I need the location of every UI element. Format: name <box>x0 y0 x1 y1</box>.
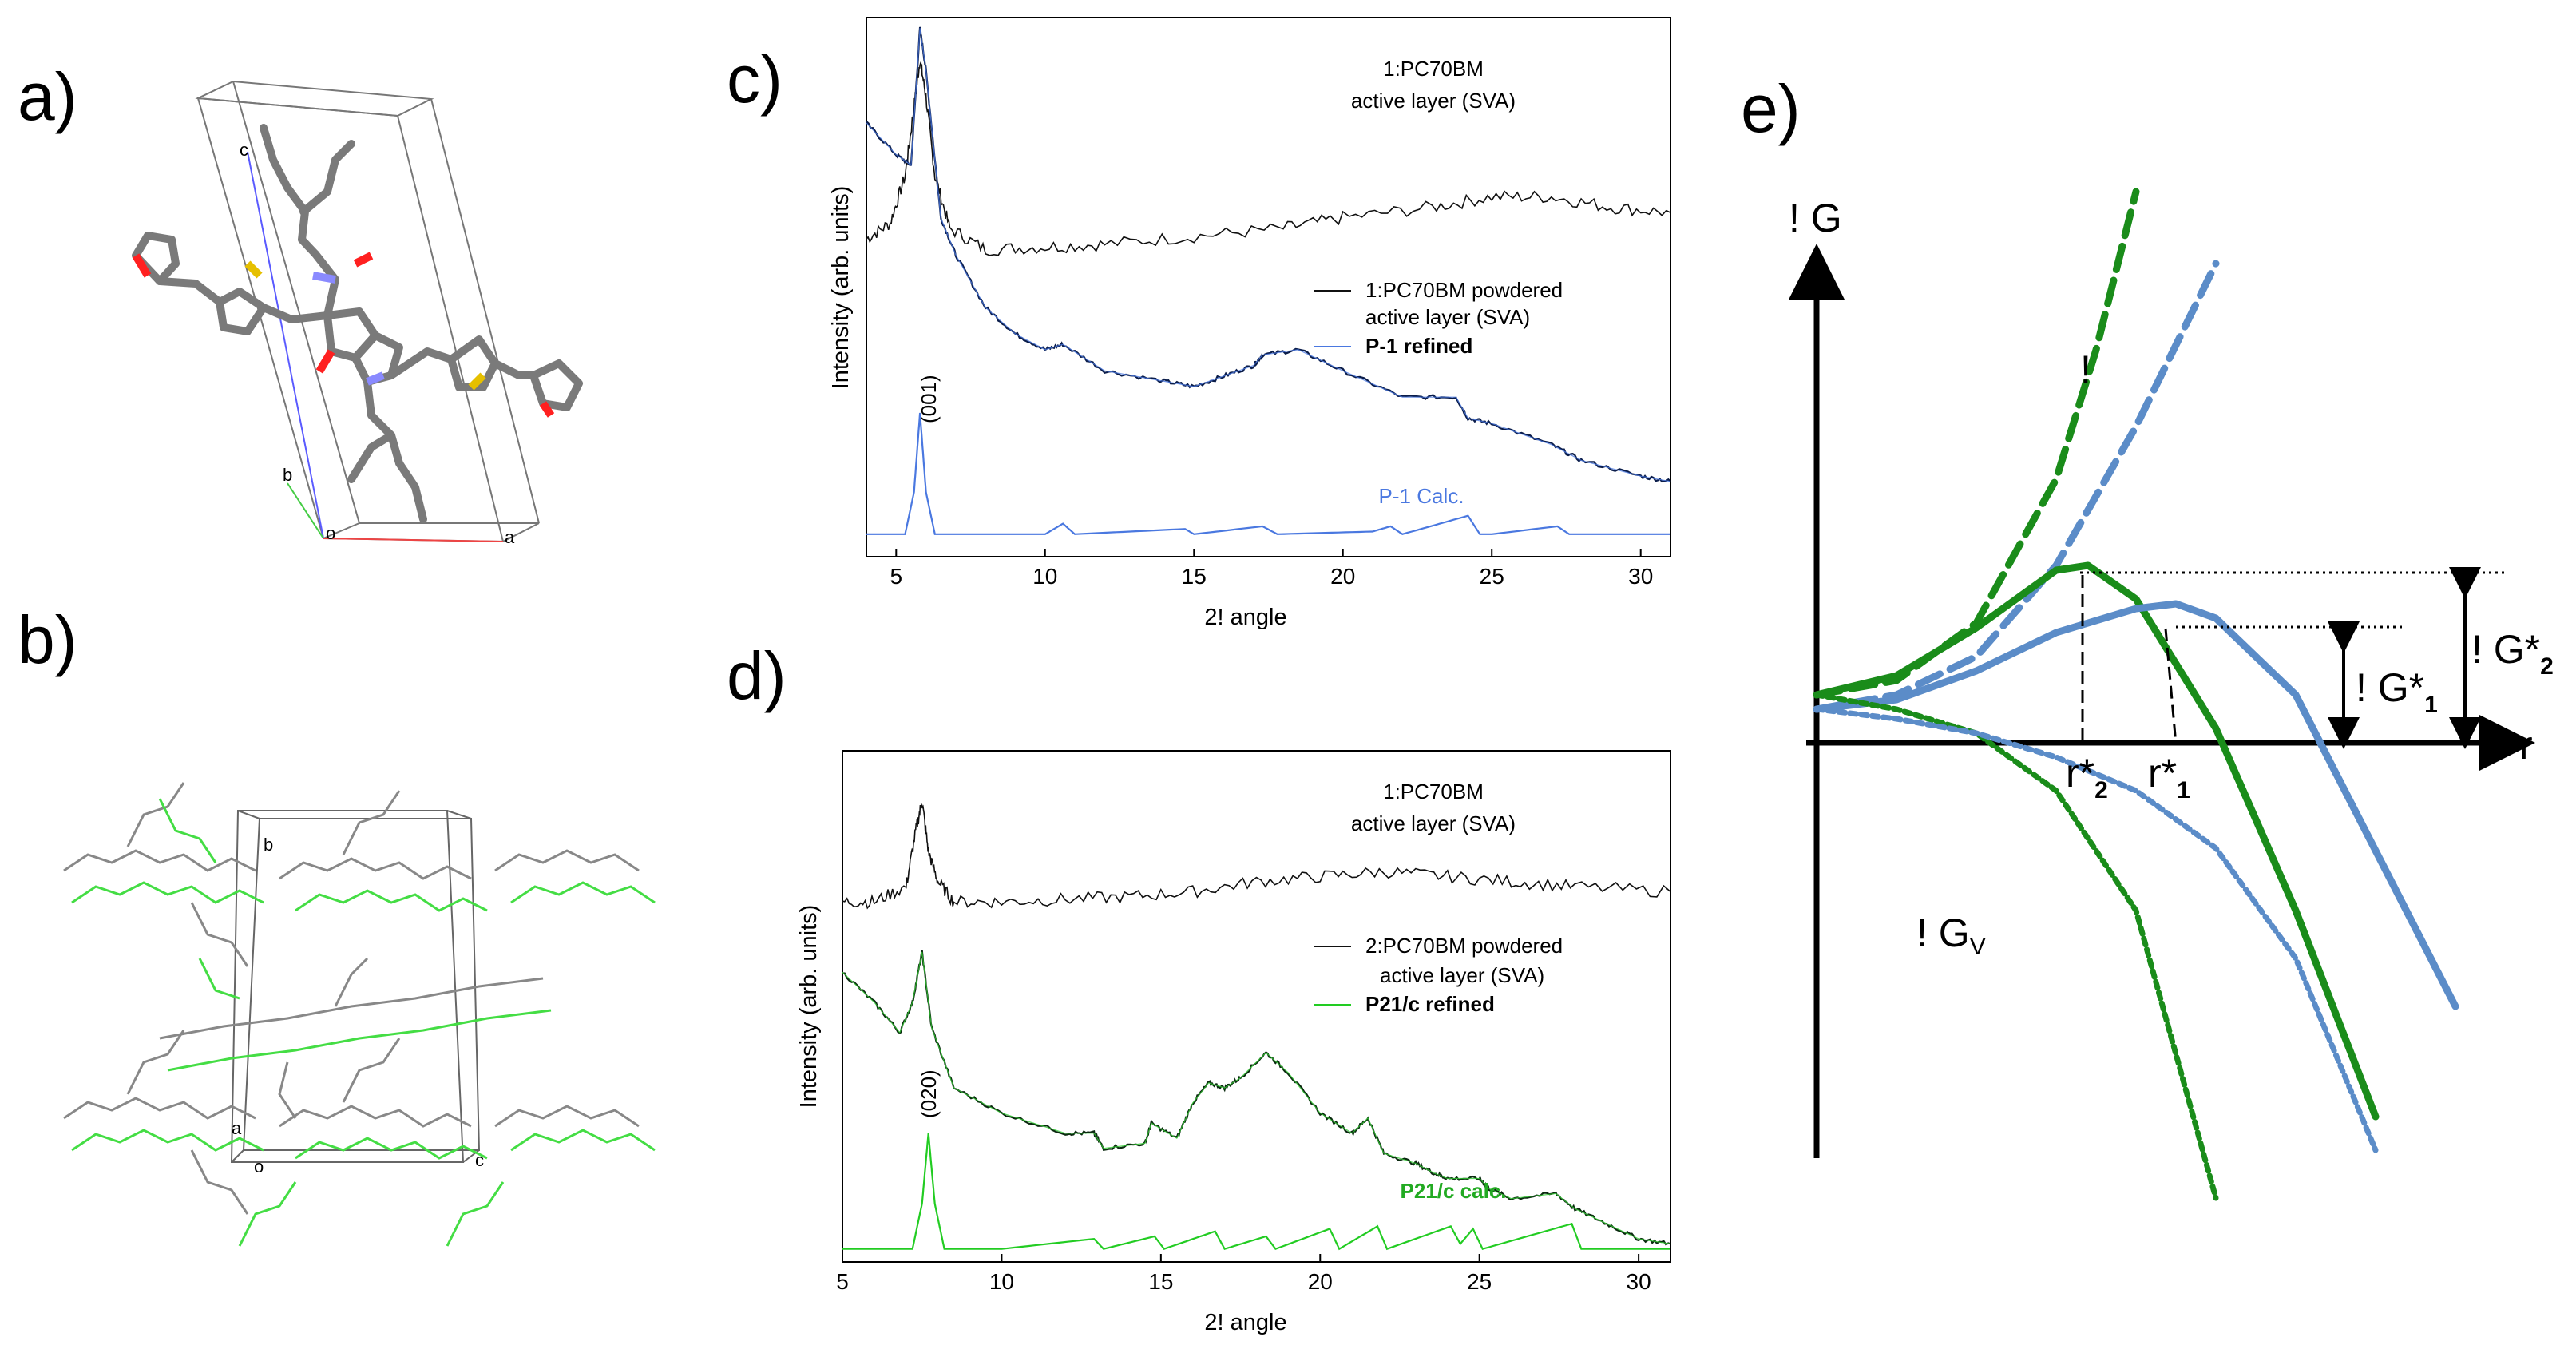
c-peak-label: (001) <box>917 375 941 423</box>
e-rstar-1-line <box>2164 628 2178 745</box>
nucleation-curve-0 <box>1813 188 2140 699</box>
chart-0-series-0 <box>866 60 1671 256</box>
chart-1-xtick-label-2: 15 <box>1148 1269 1173 1294</box>
atom-label-o-b: o <box>254 1157 264 1176</box>
panel-label-d: d) <box>727 638 787 713</box>
axis-c-a <box>247 151 324 539</box>
atom-label-b-b: b <box>264 835 273 855</box>
xrd-chart-c: 5 10 15 20 25 30 1:PC70BM active layer (SVA) … <box>828 17 1671 630</box>
crystal-packing-b: b a o c <box>63 782 656 1247</box>
crystal-structure-a: c b o a <box>132 80 583 547</box>
c-calc-label: P-1 Calc. <box>1379 484 1464 508</box>
chart-1-series-2 <box>842 1133 1670 1251</box>
e-ylabel: ! G <box>1789 196 1842 240</box>
e-dg2-label: ! G*2 <box>2471 627 2554 680</box>
chart-0-series-2 <box>866 412 1670 536</box>
packing-molecules <box>63 782 656 1247</box>
nucleation-diagram-e: ! G r ! ! GV ! G*1 ! G*2 r*2 r*1 <box>1789 188 2554 1201</box>
series-group-d <box>842 803 1671 1251</box>
tick-group-d: 5 10 15 20 25 30 <box>836 1254 1651 1294</box>
e-dg1-label: ! G*1 <box>2356 665 2438 718</box>
plot-frame-d <box>842 750 1671 1263</box>
c-legend-1b: active layer (SVA) <box>1365 305 1530 329</box>
panel-label-e: e) <box>1741 71 1801 146</box>
d-legend-2: P21/c refined <box>1365 992 1495 1016</box>
e-dgv-label: ! GV <box>1916 911 1986 960</box>
atom-label-a-b: a <box>232 1118 242 1138</box>
molecule-a <box>132 124 583 523</box>
c-legend-2: P-1 refined <box>1365 334 1472 358</box>
nucleation-curve-5 <box>1813 706 2379 1153</box>
c-top-line2: active layer (SVA) <box>1351 89 1516 113</box>
d-legend-1b: active layer (SVA) <box>1380 963 1544 987</box>
atom-label-a-a: a <box>505 527 515 547</box>
atom-label-c-a: c <box>240 140 248 160</box>
panel-label-b: b) <box>18 602 77 677</box>
chart-1-refined-overlay <box>842 951 1671 1244</box>
c-ylabel: Intensity (arb. units) <box>828 186 854 390</box>
d-peak-label: (020) <box>917 1069 941 1118</box>
chart-1-xtick-label-4: 25 <box>1467 1269 1492 1294</box>
nucleation-curve-4 <box>1813 692 2219 1201</box>
atom-label-b-a: b <box>283 465 292 485</box>
e-exclaim-label: ! <box>2080 347 2091 392</box>
d-top-line2: active layer (SVA) <box>1351 811 1516 835</box>
nucleation-curve-3 <box>1813 600 2459 1010</box>
heteroatoms-a <box>132 252 555 418</box>
d-calc-label: P21/c calc. <box>1401 1179 1507 1203</box>
e-rstar1-label: r*1 <box>2148 751 2190 803</box>
c-xlabel: 2! angle <box>1204 605 1286 630</box>
d-xlabel: 2! angle <box>1204 1310 1286 1335</box>
plot-frame-c <box>866 17 1671 557</box>
e-rstar2-label: r*2 <box>2066 751 2108 803</box>
d-top-line1: 1:PC70BM <box>1383 780 1484 803</box>
xrd-chart-d: 5 10 15 20 25 30 1:PC70BM active layer (SVA) … <box>796 750 1671 1335</box>
tick-group-c: 5 10 15 20 25 30 <box>890 549 1653 589</box>
chart-0-xtick-label-1: 10 <box>1032 564 1057 589</box>
e-xlabel: r <box>2519 723 2533 768</box>
nucleation-curve-2 <box>1813 561 2380 1121</box>
chart-0-xtick-label-5: 30 <box>1628 564 1653 589</box>
c-legend-1a: 1:PC70BM powdered <box>1365 278 1563 302</box>
chart-0-refined-overlay <box>866 28 1671 482</box>
chart-1-xtick-label-3: 20 <box>1308 1269 1333 1294</box>
unit-cell-a <box>195 80 540 543</box>
unit-cell-b <box>230 810 481 1163</box>
chart-0-xtick-label-3: 20 <box>1330 564 1355 589</box>
panel-label-a: a) <box>18 59 77 134</box>
chart-0-xtick-label-4: 25 <box>1480 564 1504 589</box>
chart-0-xtick-label-0: 5 <box>890 564 903 589</box>
atom-label-c-b: c <box>475 1150 484 1170</box>
chart-1-xtick-label-1: 10 <box>989 1269 1014 1294</box>
d-legend-1a: 2:PC70BM powdered <box>1365 934 1563 958</box>
c-top-line1: 1:PC70BM <box>1383 57 1484 81</box>
chart-1-series-0 <box>842 803 1671 910</box>
panel-label-c: c) <box>727 42 783 117</box>
series-group-c <box>866 26 1671 536</box>
chart-1-series-1 <box>842 950 1671 1246</box>
axis-b-a <box>287 482 324 539</box>
chart-1-xtick-label-5: 30 <box>1627 1269 1651 1294</box>
chart-1-xtick-label-0: 5 <box>836 1269 849 1294</box>
chart-0-xtick-label-2: 15 <box>1182 564 1207 589</box>
nucleation-curve-1 <box>1813 260 2220 713</box>
series-group-e <box>1813 188 2459 1201</box>
atom-label-o-a: o <box>326 523 335 543</box>
axis-a-a <box>323 538 504 542</box>
d-ylabel: Intensity (arb. units) <box>796 905 822 1109</box>
